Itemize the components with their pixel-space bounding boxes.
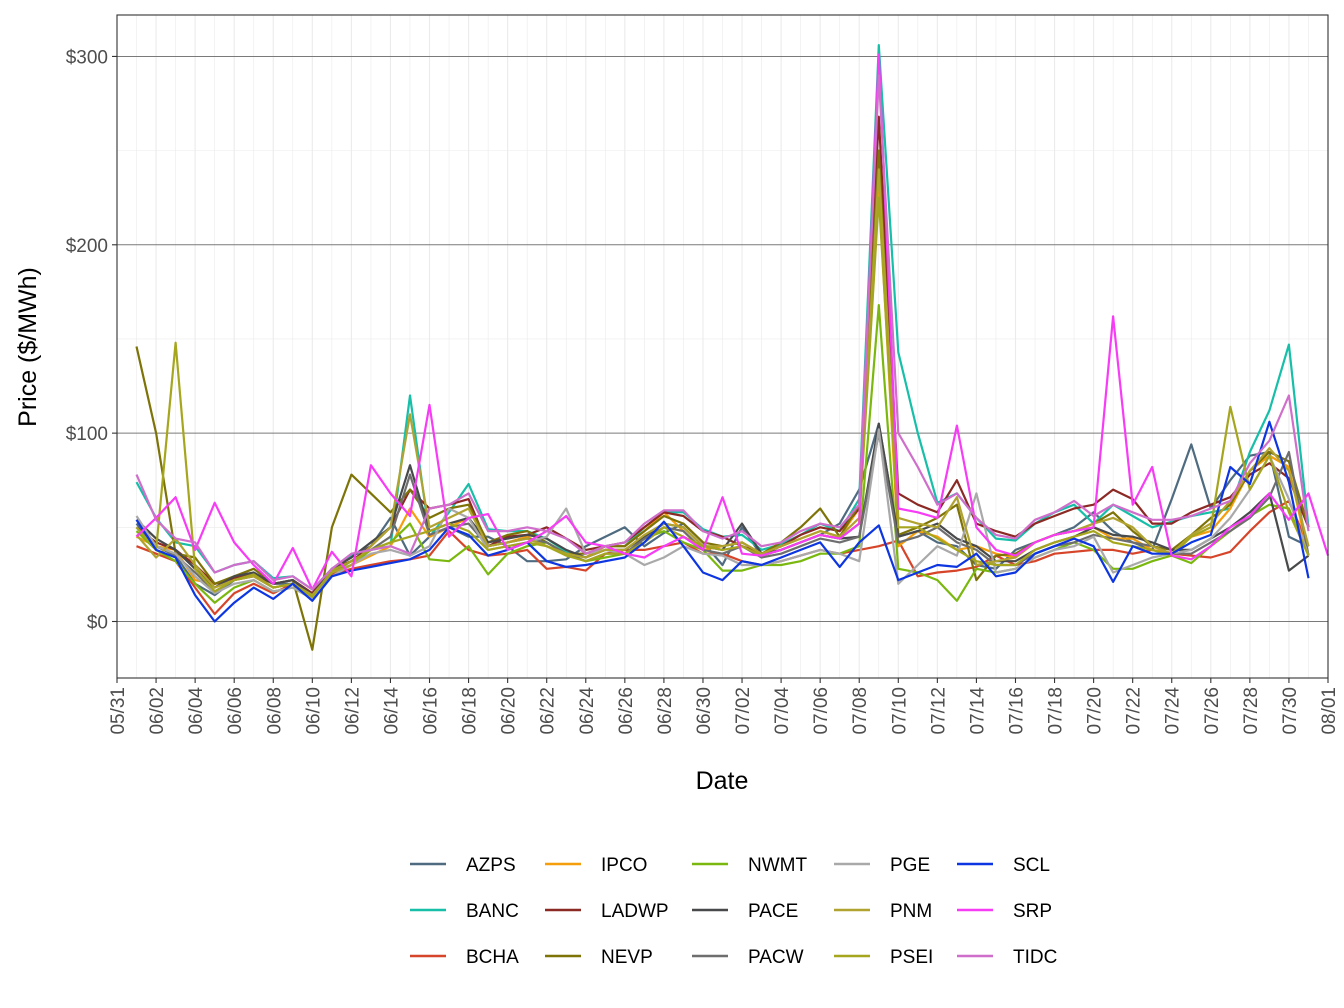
legend-item-nwmt: NWMT	[692, 855, 807, 876]
y-tick-label: $300	[66, 47, 108, 68]
x-tick-label: 07/30	[1280, 687, 1301, 735]
y-axis-title: Price ($/MWh)	[14, 267, 42, 427]
legend-item-ipco: IPCO	[545, 855, 647, 876]
x-tick-label: 07/08	[850, 687, 871, 735]
series-line-scl	[135, 420, 1310, 623]
y-tick-label: $100	[66, 424, 108, 445]
x-tick-label: 07/06	[811, 687, 832, 735]
legend-label: NWMT	[748, 855, 807, 876]
x-tick-label: 06/26	[616, 687, 637, 735]
x-tick-label: 06/24	[577, 687, 598, 735]
x-tick-label: 05/31	[108, 687, 129, 735]
legend-item-ladwp: LADWP	[545, 901, 669, 922]
x-tick-label: 07/18	[1046, 687, 1067, 735]
plot-panel-border	[116, 14, 1329, 679]
legend-item-pge: PGE	[834, 855, 930, 876]
legend-label: IPCO	[601, 855, 647, 876]
series-line-tidc	[135, 74, 1310, 591]
legend-item-srp: SRP	[957, 901, 1052, 922]
legend-item-bcha: BCHA	[410, 947, 519, 968]
x-tick-label: 06/30	[694, 687, 715, 735]
x-tick-label: 06/20	[499, 687, 520, 735]
x-tick-label: 06/16	[421, 687, 442, 735]
x-tick-label: 06/22	[538, 687, 559, 735]
legend-label: PGE	[890, 855, 930, 876]
legend-item-pacw: PACW	[692, 947, 804, 968]
series-line-srp	[135, 53, 1330, 591]
x-axis-title: Date	[696, 767, 749, 795]
x-tick-label: 07/22	[1124, 687, 1145, 735]
legend-label: PNM	[890, 901, 932, 922]
x-tick-label: 06/04	[186, 687, 207, 735]
legend-label: SRP	[1013, 901, 1052, 922]
legend-item-psei: PSEI	[834, 947, 933, 968]
legend-label: PACE	[748, 901, 798, 922]
x-tick-label: 06/06	[225, 687, 246, 735]
x-tick-label: 08/01	[1319, 687, 1340, 735]
x-tick-label: 07/10	[889, 687, 910, 735]
x-tick-label: 06/10	[303, 687, 324, 735]
legend-item-nevp: NEVP	[545, 947, 653, 968]
series-line-pnm	[135, 168, 1310, 597]
legend-label: BANC	[466, 901, 519, 922]
legend: AZPS BANC BCHA IPCO LADWP NEVP NWMT PACE PACW PGE…	[410, 855, 1057, 968]
x-tick-label: 06/02	[147, 687, 168, 735]
legend-item-tidc: TIDC	[957, 947, 1057, 968]
x-tick-label: 06/14	[381, 687, 402, 735]
legend-label: AZPS	[466, 855, 516, 876]
series-line-psei	[135, 196, 1310, 599]
legend-label: PSEI	[890, 947, 933, 968]
x-axis: 05/31 06/02 06/04 06/06 06/08 06/10 06/12 06/14…	[108, 678, 1340, 735]
x-tick-label: 06/28	[655, 687, 676, 735]
legend-label: TIDC	[1013, 947, 1057, 968]
legend-label: BCHA	[466, 947, 519, 968]
series-lines	[135, 43, 1330, 651]
legend-item-azps: AZPS	[410, 855, 516, 876]
x-tick-label: 07/28	[1241, 687, 1262, 735]
legend-label: SCL	[1013, 855, 1050, 876]
legend-label: NEVP	[601, 947, 653, 968]
legend-item-pnm: PNM	[834, 901, 932, 922]
x-tick-label: 06/12	[342, 687, 363, 735]
x-tick-label: 07/24	[1163, 687, 1184, 735]
x-tick-label: 07/16	[1006, 687, 1027, 735]
legend-item-banc: BANC	[410, 901, 519, 922]
x-tick-label: 07/14	[967, 687, 988, 735]
y-tick-label: $0	[87, 612, 108, 633]
y-axis: $0 $100 $200 $300	[66, 47, 117, 633]
x-tick-label: 07/04	[772, 687, 793, 735]
x-tick-label: 06/18	[460, 687, 481, 735]
x-tick-label: 07/20	[1085, 687, 1106, 735]
x-tick-label: 07/12	[928, 687, 949, 735]
legend-item-pace: PACE	[692, 901, 798, 922]
x-tick-label: 07/26	[1202, 687, 1223, 735]
legend-item-scl: SCL	[957, 855, 1050, 876]
y-tick-label: $200	[66, 236, 108, 257]
gridlines	[116, 15, 1329, 678]
x-tick-label: 07/02	[733, 687, 754, 735]
legend-label: LADWP	[601, 901, 669, 922]
legend-label: PACW	[748, 947, 804, 968]
x-tick-label: 06/08	[264, 687, 285, 735]
